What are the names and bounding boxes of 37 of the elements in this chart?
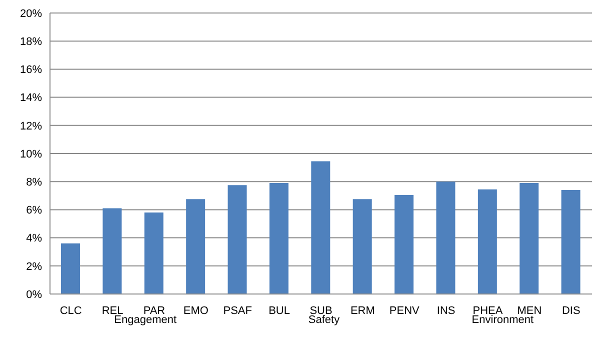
x-tick-label: PENV — [389, 305, 420, 317]
bar — [478, 189, 497, 294]
x-tick-label: ERM — [350, 305, 375, 317]
x-tick-label: BUL — [268, 305, 290, 317]
y-tick-label: 12% — [20, 120, 42, 132]
bar — [269, 183, 288, 294]
text: Engagement — [114, 314, 177, 326]
bar — [520, 183, 539, 294]
x-tick-label: PAR — [143, 305, 166, 317]
y-tick-label: 20% — [20, 8, 42, 20]
y-tick-label: 4% — [26, 232, 42, 245]
y-tick-label: 10% — [20, 148, 42, 160]
bar — [144, 212, 164, 294]
text: Safety — [308, 314, 340, 326]
x-tick-label: MEN — [517, 305, 542, 317]
bar — [228, 185, 247, 294]
bar — [561, 190, 580, 294]
bar — [102, 208, 122, 294]
y-tick-label: 14% — [20, 92, 42, 104]
x-tick-label: PSAF — [223, 305, 252, 317]
y-tick-label: 18% — [20, 36, 42, 48]
bar — [352, 199, 372, 294]
bar — [61, 243, 80, 294]
bar — [436, 182, 456, 294]
y-tick-label: 2% — [26, 260, 42, 273]
bar — [186, 199, 206, 294]
y-tick-label: 6% — [26, 204, 42, 217]
bar — [394, 194, 414, 294]
x-tick-label: INS — [436, 305, 456, 317]
y-tick-label: 0% — [26, 288, 42, 301]
x-tick-label: DIS — [562, 305, 580, 317]
x-tick-label: CLC — [60, 305, 82, 317]
y-tick-label: 8% — [26, 176, 42, 189]
y-tick-label: 16% — [20, 64, 42, 76]
bar — [311, 161, 330, 294]
text: Environment — [472, 314, 534, 326]
x-tick-label: EMO — [183, 305, 209, 317]
